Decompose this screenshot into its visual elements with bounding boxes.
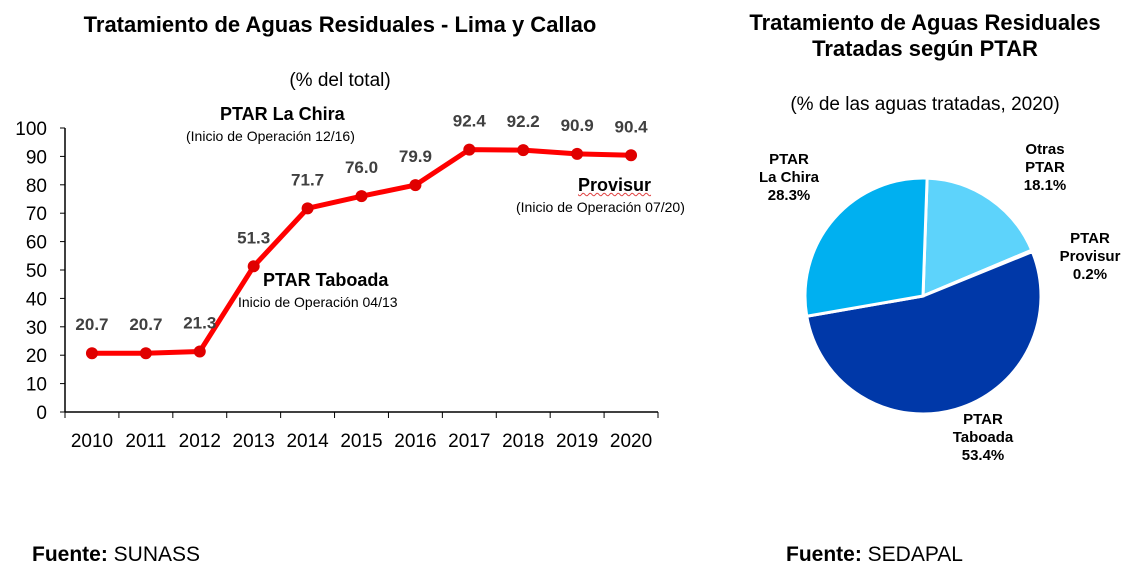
data-point — [409, 179, 422, 192]
x-tick-label: 2018 — [502, 431, 544, 452]
annotation-provisur-title: Provisur — [578, 175, 652, 195]
annotation-taboada-text: Inicio de Operación 04/13 — [238, 294, 398, 310]
x-tick-label: 2012 — [179, 431, 221, 452]
source-left: Fuente: SUNASS — [32, 543, 200, 567]
x-tick-label: 2017 — [448, 431, 490, 452]
x-tick-label: 2014 — [286, 431, 329, 452]
pie-slice — [803, 176, 929, 318]
y-tick-label: 10 — [26, 375, 47, 396]
y-tick-label: 20 — [26, 346, 47, 367]
pie-label-otras: Otras PTAR 18.1% — [1024, 141, 1067, 195]
source-label: Fuente: — [32, 543, 108, 566]
annotation-taboada-title: PTAR Taboada — [263, 270, 389, 290]
y-tick-label: 60 — [26, 233, 47, 254]
data-label: 79.9 — [399, 147, 432, 166]
y-tick-label: 50 — [26, 261, 47, 282]
x-tick-label: 2010 — [71, 431, 113, 452]
data-label: 92.4 — [453, 112, 487, 131]
pie-slice — [921, 176, 1034, 299]
y-tick-label: 30 — [26, 318, 47, 339]
data-label: 21.3 — [183, 314, 216, 333]
pie-label-value: 18.1% — [1023, 177, 1067, 194]
series-line — [91, 147, 632, 356]
annotation-la-chira-text: (Inicio de Operación 12/16) — [186, 128, 355, 144]
data-point — [571, 147, 584, 160]
data-label: 20.7 — [129, 315, 162, 334]
annotation-la-chira-title: PTAR La Chira — [220, 104, 345, 124]
pie-label-value: 0.2% — [1072, 266, 1108, 283]
y-tick-label: 80 — [26, 176, 47, 197]
pie-chart-title: Tratamiento de Aguas Residuales Tratadas… — [749, 10, 1101, 61]
x-tick-label: 2011 — [125, 431, 166, 452]
x-tick-label: 2016 — [394, 431, 436, 452]
data-point — [355, 190, 368, 203]
pie-label-line: PTAR — [1025, 159, 1065, 176]
pie-label-line: PTAR — [769, 151, 809, 168]
pie-label-la-chira: PTAR La Chira 28.3% — [759, 151, 819, 205]
data-label: 92.2 — [507, 112, 540, 131]
pie-label-line: Taboada — [952, 429, 1014, 446]
source-value: SUNASS — [107, 543, 201, 566]
pie-label-line: Provisur — [1059, 248, 1121, 265]
data-point — [85, 347, 98, 360]
pie-label-line: La Chira — [758, 169, 820, 186]
x-tick-label: 2015 — [340, 431, 382, 452]
x-tick-label: 2019 — [556, 431, 598, 452]
source-label: Fuente: — [786, 543, 862, 566]
pie-chart — [803, 176, 1043, 416]
pie-label-value: 28.3% — [767, 187, 811, 204]
pie-chart-subtitle: (% de las aguas tratadas, 2020) — [790, 94, 1060, 115]
data-point — [517, 144, 530, 157]
line-chart: 0 10 20 30 40 50 60 70 80 90 100 2010 2011 2012 2013 20… — [15, 112, 659, 452]
data-point — [139, 347, 152, 360]
data-label: 90.4 — [614, 117, 648, 136]
data-point — [193, 345, 206, 358]
data-label: 51.3 — [237, 228, 270, 247]
source-right: Fuente: SEDAPAL — [786, 543, 963, 567]
source-value: SEDAPAL — [861, 543, 963, 566]
annotation-provisur-text: (Inicio de Operación 07/20) — [516, 199, 685, 215]
pie-label-taboada: PTAR Taboada 53.4% — [953, 411, 1014, 465]
y-tick-label: 40 — [26, 289, 47, 310]
pie-slice — [805, 249, 1043, 416]
data-label: 90.9 — [561, 116, 594, 135]
y-tick-label: 90 — [26, 147, 47, 168]
data-label: 71.7 — [291, 170, 324, 189]
pie-label-line: Otras — [1025, 141, 1065, 158]
y-tick-label: 70 — [26, 204, 47, 225]
pie-label-line: PTAR — [963, 411, 1003, 428]
data-point — [625, 149, 638, 162]
line-chart-title: Tratamiento de Aguas Residuales - Lima y… — [83, 12, 597, 37]
y-tick-label: 100 — [15, 119, 47, 140]
pie-label-line: PTAR — [1070, 230, 1110, 247]
x-tick-label: 2020 — [610, 431, 652, 452]
y-tick-label: 0 — [36, 403, 47, 424]
pie-label-provisur: PTAR Provisur 0.2% — [1060, 230, 1121, 284]
data-point — [247, 260, 260, 273]
line-chart-subtitle: (% del total) — [289, 70, 391, 91]
data-point — [463, 143, 476, 156]
data-label: 76.0 — [345, 158, 378, 177]
data-point — [301, 202, 314, 215]
data-label: 20.7 — [75, 315, 108, 334]
x-tick-label: 2013 — [233, 431, 275, 452]
pie-label-value: 53.4% — [961, 447, 1005, 464]
